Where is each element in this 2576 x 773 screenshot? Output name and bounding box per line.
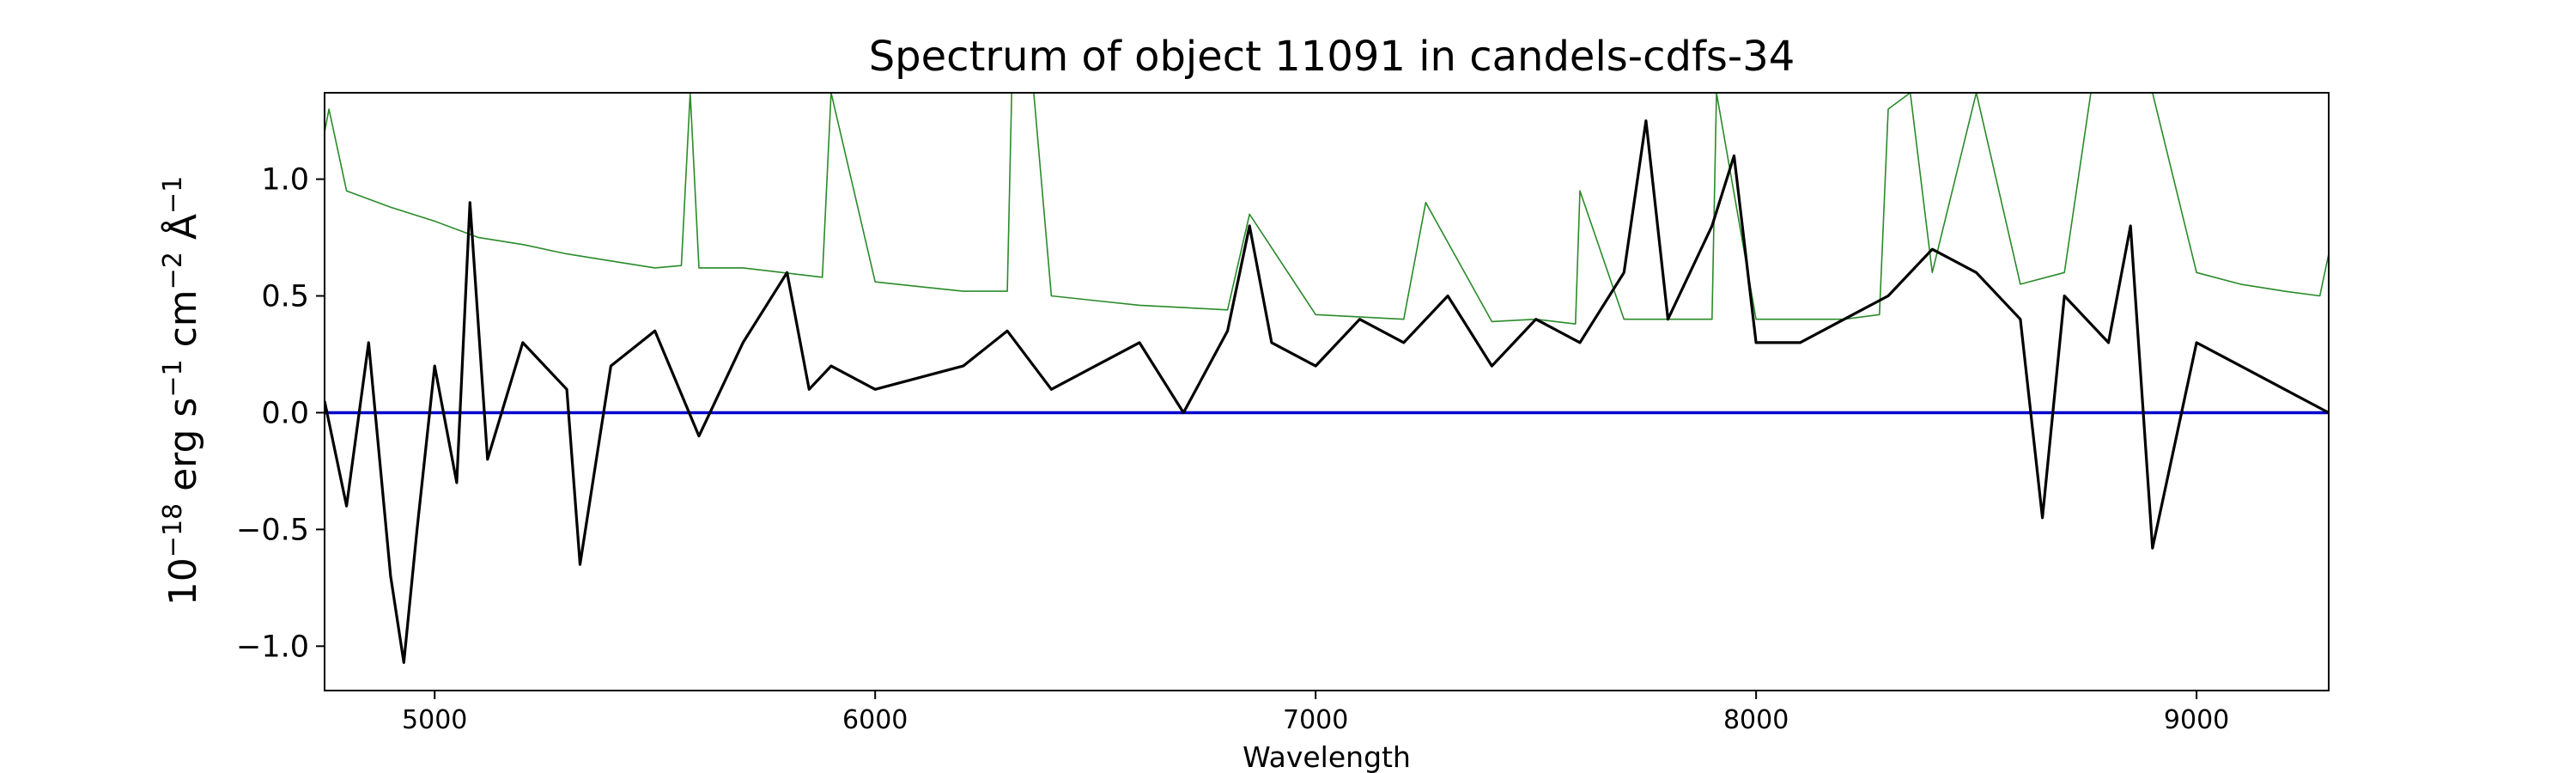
- x-tick-label: 8000: [1723, 705, 1789, 735]
- x-axis-label: Wavelength: [1242, 740, 1411, 773]
- y-axis-label: 10−18 erg s−1 cm−2 Å−1: [158, 176, 206, 606]
- y-tick-label: −0.5: [236, 513, 309, 547]
- x-axis: 5000 6000 7000 8000 9000: [402, 691, 2229, 735]
- y-label-exp: −18: [158, 503, 188, 557]
- y-tick-label: 0.0: [261, 396, 309, 430]
- chart-title: Spectrum of object 11091 in candels-cdfs…: [869, 33, 1795, 81]
- y-label-unit2-exp: −2: [158, 252, 188, 289]
- y-label-unit3-exp: −1: [158, 176, 188, 214]
- x-tick-label: 6000: [842, 705, 908, 735]
- y-tick-label: −1.0: [236, 630, 309, 664]
- y-label-unit3: Å: [160, 214, 205, 252]
- plot-area: [325, 93, 2329, 665]
- y-tick-label: 0.5: [261, 280, 309, 314]
- y-axis: −1.0 −0.5 0.0 0.5 1.0: [236, 163, 325, 664]
- series-error-line: [325, 93, 2329, 326]
- y-label-unit1-exp: −1: [158, 359, 188, 397]
- y-tick-label: 1.0: [261, 163, 309, 198]
- x-tick-label: 5000: [402, 705, 467, 735]
- plot-frame: [324, 92, 2330, 691]
- y-label-unit2: cm: [161, 289, 205, 359]
- x-tick-label: 9000: [2164, 705, 2229, 735]
- y-label-unit1: erg s: [161, 398, 205, 503]
- series-flux-line: [325, 119, 2329, 665]
- x-tick-label: 7000: [1283, 705, 1348, 735]
- y-label-base: 10: [161, 557, 205, 606]
